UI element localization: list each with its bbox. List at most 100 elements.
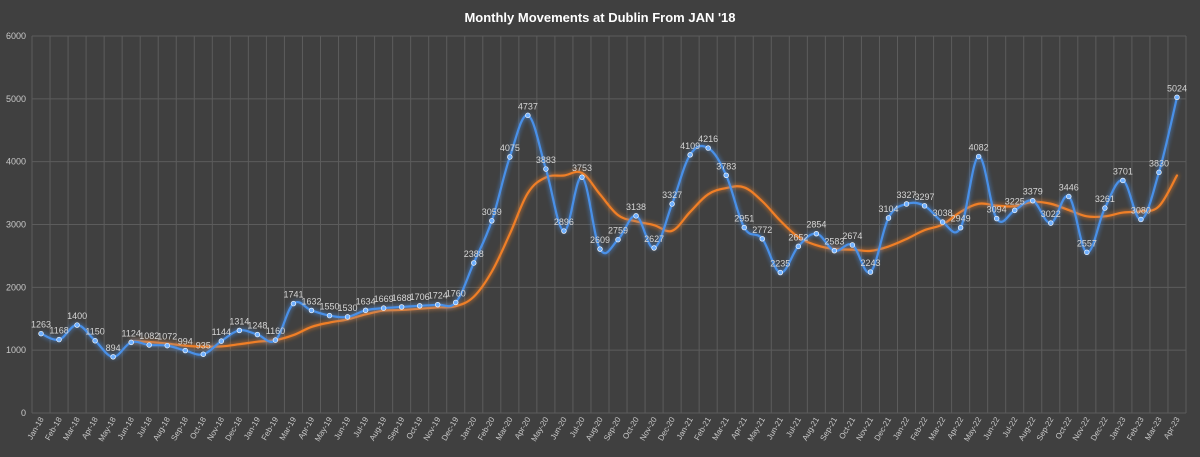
data-point xyxy=(921,203,928,209)
data-label: 2652 xyxy=(788,232,808,242)
data-point xyxy=(1084,249,1090,256)
data-label: 1082 xyxy=(139,331,159,341)
data-point xyxy=(939,219,946,225)
data-label: 1150 xyxy=(85,327,104,337)
data-point xyxy=(1012,207,1018,214)
x-tick-label: Jul-19 xyxy=(352,415,371,439)
x-tick-label: Sep-19 xyxy=(386,415,407,442)
x-tick-label: Mar-19 xyxy=(278,415,299,442)
x-tick-label: Jun-19 xyxy=(332,415,352,441)
data-point xyxy=(471,260,477,266)
series-line-trend xyxy=(130,170,1179,348)
data-label: 1160 xyxy=(266,326,285,336)
data-point xyxy=(1048,220,1054,226)
data-point xyxy=(362,307,369,314)
x-tick-label: Dec-20 xyxy=(656,415,677,442)
data-point xyxy=(416,303,423,309)
data-label: 3225 xyxy=(1005,196,1025,206)
data-label: 894 xyxy=(106,343,121,353)
data-label: 2949 xyxy=(951,214,971,224)
data-point xyxy=(272,337,279,343)
data-label: 1741 xyxy=(283,290,303,300)
data-point xyxy=(543,166,549,172)
data-point xyxy=(308,307,315,314)
x-tick-label: Jul-20 xyxy=(568,415,587,439)
data-point xyxy=(128,339,134,346)
data-point xyxy=(507,154,513,160)
x-tick-label: Sep-18 xyxy=(169,415,190,442)
data-point xyxy=(1156,169,1162,176)
data-label: 3104 xyxy=(878,204,898,214)
data-label: 1634 xyxy=(356,296,376,306)
data-point xyxy=(741,224,747,231)
data-label: 1632 xyxy=(301,296,321,306)
data-label: 3327 xyxy=(662,190,682,200)
data-point xyxy=(74,322,80,328)
series-line-monthly xyxy=(39,96,1179,358)
data-label: 1400 xyxy=(67,311,87,321)
data-label: 3379 xyxy=(1023,187,1043,197)
data-point xyxy=(290,300,297,307)
data-label: 1669 xyxy=(374,294,394,304)
data-label: 4109 xyxy=(680,141,700,151)
data-point xyxy=(182,347,188,354)
data-label: 3038 xyxy=(933,208,953,218)
y-tick-label: 5000 xyxy=(6,94,26,104)
data-label: 2759 xyxy=(608,226,628,236)
data-point xyxy=(326,312,333,319)
data-point xyxy=(200,351,206,357)
data-point xyxy=(1102,205,1108,211)
data-label: 1550 xyxy=(320,302,340,312)
data-label: 1248 xyxy=(247,321,267,331)
data-point xyxy=(687,152,693,158)
data-point xyxy=(723,172,729,179)
data-label: 3022 xyxy=(1041,209,1061,219)
x-tick-label: Jun-18 xyxy=(116,415,136,441)
x-tick-label: May-19 xyxy=(313,415,334,443)
data-point xyxy=(56,336,62,343)
data-point xyxy=(885,215,892,221)
data-point xyxy=(975,153,982,160)
x-tick-label: Jun-20 xyxy=(549,415,569,441)
x-tick-label: Sep-22 xyxy=(1035,415,1056,442)
data-label: 1530 xyxy=(338,303,358,313)
data-label: 1706 xyxy=(410,292,430,302)
data-point xyxy=(344,314,351,320)
data-point xyxy=(651,245,657,251)
data-point xyxy=(1138,216,1144,223)
data-label: 1688 xyxy=(392,293,412,303)
data-point xyxy=(813,230,820,237)
data-point xyxy=(398,304,405,310)
data-point xyxy=(597,246,603,252)
data-label: 1168 xyxy=(49,326,68,336)
data-label: 1263 xyxy=(31,320,51,330)
data-label: 994 xyxy=(178,337,193,347)
data-point xyxy=(110,354,116,360)
data-point xyxy=(1066,193,1072,200)
data-point xyxy=(795,243,802,250)
x-tick-label: Mar-20 xyxy=(494,415,515,442)
data-label: 3701 xyxy=(1113,166,1133,176)
data-label: 3883 xyxy=(536,155,556,165)
data-label: 1124 xyxy=(121,328,140,338)
x-tick-label: May-21 xyxy=(746,415,767,443)
x-tick-label: Dec-21 xyxy=(873,415,894,442)
data-label: 3830 xyxy=(1149,158,1169,168)
data-point xyxy=(38,330,44,337)
data-label: 2854 xyxy=(806,220,826,230)
x-tick-label: Mar-21 xyxy=(710,415,731,442)
data-point xyxy=(993,215,1000,222)
data-point xyxy=(579,174,585,180)
x-tick-label: Mar-22 xyxy=(927,415,948,442)
data-point xyxy=(831,248,838,254)
data-point xyxy=(633,213,639,219)
y-tick-label: 0 xyxy=(21,408,26,418)
data-label: 3261 xyxy=(1095,194,1115,204)
x-tick-label: Dec-19 xyxy=(440,415,461,442)
y-tick-label: 1000 xyxy=(6,345,26,355)
data-label: 3446 xyxy=(1059,182,1079,192)
x-tick-label: May-20 xyxy=(529,415,550,443)
x-tick-label: Apr-23 xyxy=(1162,415,1182,441)
data-point xyxy=(236,327,243,334)
